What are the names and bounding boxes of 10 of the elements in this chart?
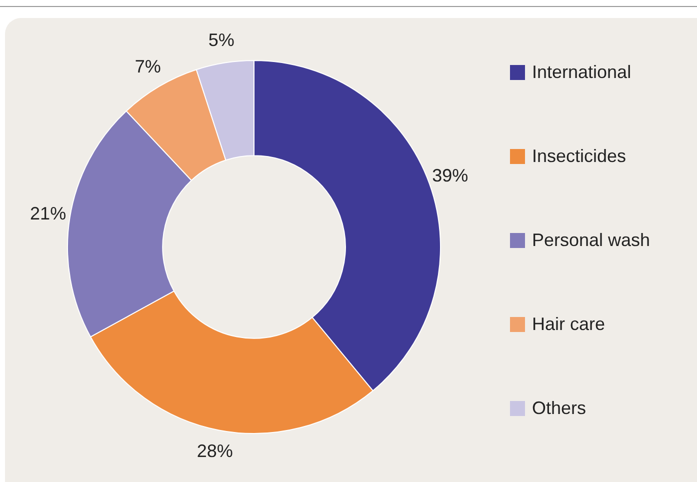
legend-label: Hair care (532, 314, 606, 334)
data-label: 28% (196, 440, 233, 461)
legend-label: International (532, 62, 632, 82)
legend-label: Others (532, 398, 586, 418)
data-label: 39% (432, 165, 468, 186)
data-label: 7% (134, 56, 161, 77)
data-label: 21% (30, 203, 66, 224)
legend-label: Insecticides (532, 146, 626, 166)
data-label: 5% (208, 30, 234, 50)
legend-label: Personal wash (532, 230, 650, 250)
